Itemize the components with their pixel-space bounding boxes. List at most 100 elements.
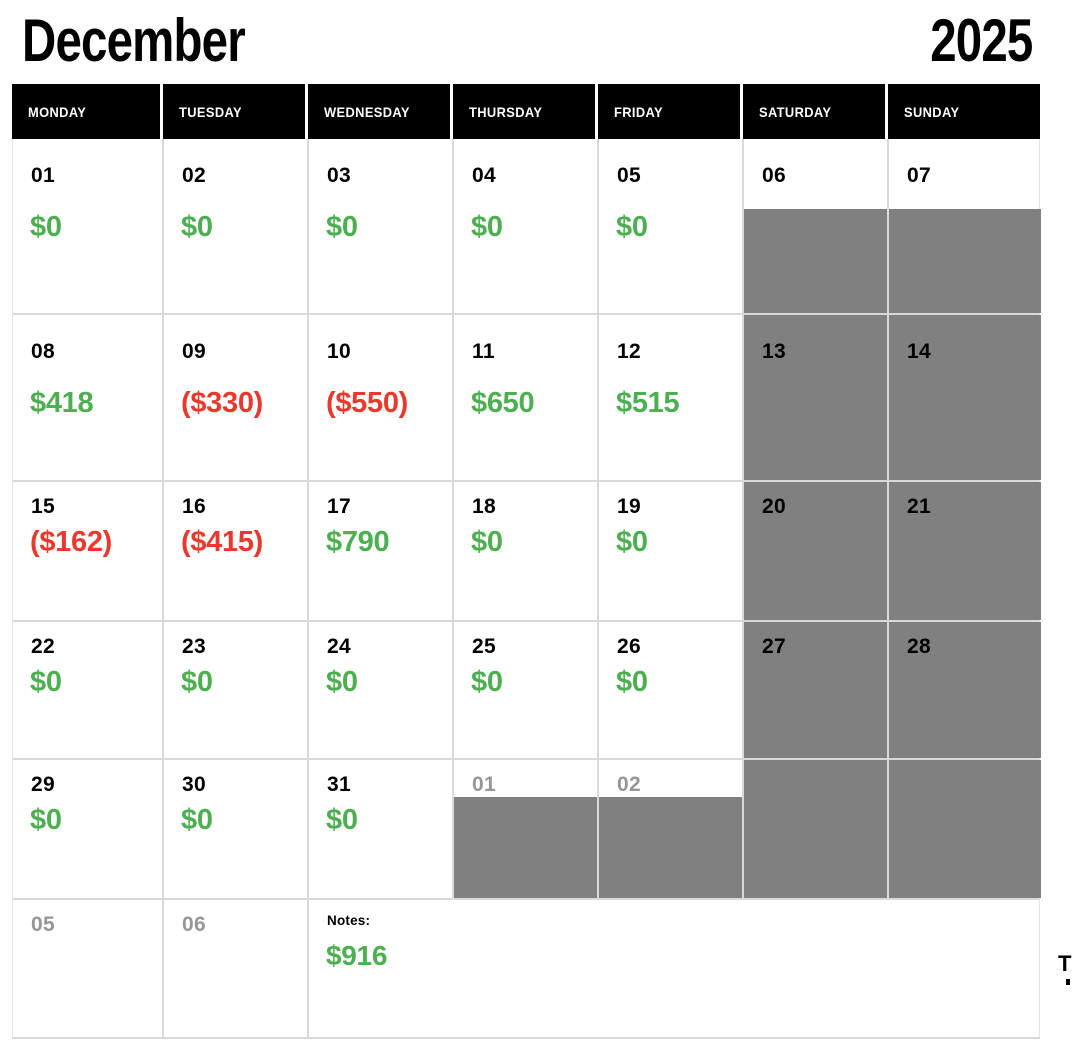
day-cell[interactable]: 10 ($550) bbox=[309, 315, 454, 480]
day-cell[interactable]: 05 bbox=[13, 900, 164, 1037]
day-value: $0 bbox=[616, 526, 648, 559]
day-cell[interactable]: 06 bbox=[164, 900, 309, 1037]
day-number: 01 bbox=[472, 773, 496, 796]
day-header-row: MONDAY TUESDAY WEDNESDAY THURSDAY FRIDAY SATU… bbox=[12, 84, 1040, 139]
day-value: $0 bbox=[616, 211, 648, 244]
week-row: 15 ($162) 16 ($415) 17 $790 18 $0 19 $0 20 21 bbox=[13, 480, 1041, 620]
day-header-label: TUESDAY bbox=[179, 103, 242, 120]
day-value: $0 bbox=[326, 804, 358, 837]
day-cell[interactable]: 23 $0 bbox=[164, 622, 309, 758]
day-cell[interactable]: 19 $0 bbox=[599, 482, 744, 620]
day-value: $0 bbox=[30, 211, 62, 244]
day-header-cell: TUESDAY bbox=[163, 84, 308, 139]
day-value: $0 bbox=[471, 666, 503, 699]
day-value: $650 bbox=[471, 387, 535, 420]
day-number: 05 bbox=[31, 913, 55, 936]
week-row: 22 $0 23 $0 24 $0 25 $0 26 $0 27 28 bbox=[13, 620, 1041, 758]
day-cell[interactable]: 01 $0 bbox=[13, 139, 164, 313]
day-value: $0 bbox=[326, 666, 358, 699]
day-value: $0 bbox=[616, 666, 648, 699]
day-number: 17 bbox=[327, 495, 351, 518]
day-number: 11 bbox=[472, 340, 495, 363]
day-number: 02 bbox=[182, 164, 206, 187]
day-cell[interactable]: 12 $515 bbox=[599, 315, 744, 480]
day-cell[interactable] bbox=[744, 760, 889, 898]
notes-cell[interactable]: Notes: $916 bbox=[309, 900, 1041, 1037]
day-number: 21 bbox=[907, 495, 931, 518]
day-number: 18 bbox=[472, 495, 496, 518]
edge-clipped-mark bbox=[1066, 979, 1070, 985]
day-number: 25 bbox=[472, 635, 496, 658]
day-number: 10 bbox=[327, 340, 351, 363]
day-cell[interactable]: 01 bbox=[454, 760, 599, 898]
day-number: 24 bbox=[327, 635, 351, 658]
day-value: $790 bbox=[326, 526, 390, 559]
day-cell[interactable] bbox=[889, 760, 1041, 898]
week-row: 05 06 Notes: $916 bbox=[13, 898, 1039, 1037]
day-value: $0 bbox=[471, 211, 503, 244]
weekend-fill-block bbox=[889, 209, 1041, 313]
day-cell[interactable]: 02 $0 bbox=[164, 139, 309, 313]
day-cell[interactable]: 21 bbox=[889, 482, 1041, 620]
day-number: 23 bbox=[182, 635, 206, 658]
day-value: ($550) bbox=[326, 387, 409, 420]
day-cell[interactable]: 06 bbox=[744, 139, 889, 313]
day-number: 05 bbox=[617, 164, 641, 187]
day-cell[interactable]: 03 $0 bbox=[309, 139, 454, 313]
day-cell[interactable]: 25 $0 bbox=[454, 622, 599, 758]
day-number: 22 bbox=[31, 635, 55, 658]
day-cell[interactable]: 14 bbox=[889, 315, 1041, 480]
month-title: December bbox=[22, 7, 246, 74]
day-number: 07 bbox=[907, 164, 931, 187]
day-number: 04 bbox=[472, 164, 496, 187]
day-cell[interactable]: 30 $0 bbox=[164, 760, 309, 898]
day-cell[interactable]: 11 $650 bbox=[454, 315, 599, 480]
day-cell[interactable]: 28 bbox=[889, 622, 1041, 758]
day-number: 31 bbox=[327, 773, 351, 796]
day-cell[interactable]: 20 bbox=[744, 482, 889, 620]
day-cell[interactable]: 17 $790 bbox=[309, 482, 454, 620]
day-number: 29 bbox=[31, 773, 55, 796]
calendar-table: MONDAY TUESDAY WEDNESDAY THURSDAY FRIDAY SATU… bbox=[12, 84, 1041, 1039]
day-cell[interactable]: 22 $0 bbox=[13, 622, 164, 758]
day-cell[interactable]: 16 ($415) bbox=[164, 482, 309, 620]
day-header-cell: MONDAY bbox=[12, 84, 163, 139]
day-cell[interactable]: 27 bbox=[744, 622, 889, 758]
day-number: 09 bbox=[182, 340, 206, 363]
day-cell[interactable]: 05 $0 bbox=[599, 139, 744, 313]
day-number: 16 bbox=[182, 495, 206, 518]
day-cell[interactable]: 08 $418 bbox=[13, 315, 164, 480]
day-number: 03 bbox=[327, 164, 351, 187]
day-header-label: SATURDAY bbox=[759, 103, 832, 120]
day-value: $0 bbox=[30, 804, 62, 837]
day-number: 30 bbox=[182, 773, 206, 796]
day-cell[interactable]: 24 $0 bbox=[309, 622, 454, 758]
week-row: 08 $418 09 ($330) 10 ($550) 11 $650 12 $515 13 14 bbox=[13, 313, 1041, 480]
day-value: $0 bbox=[181, 211, 213, 244]
weekend-fill-block bbox=[599, 797, 742, 898]
day-value: $515 bbox=[616, 387, 680, 420]
day-header-label: WEDNESDAY bbox=[324, 103, 410, 120]
day-cell[interactable]: 04 $0 bbox=[454, 139, 599, 313]
day-value: $0 bbox=[326, 211, 358, 244]
day-cell[interactable]: 18 $0 bbox=[454, 482, 599, 620]
day-header-label: FRIDAY bbox=[614, 103, 663, 120]
day-header-label: THURSDAY bbox=[469, 103, 543, 120]
day-cell[interactable]: 13 bbox=[744, 315, 889, 480]
day-header-label: MONDAY bbox=[28, 103, 87, 120]
day-cell[interactable]: 07 bbox=[889, 139, 1041, 313]
day-number: 20 bbox=[762, 495, 786, 518]
day-cell[interactable]: 09 ($330) bbox=[164, 315, 309, 480]
week-row: 29 $0 30 $0 31 $0 01 02 bbox=[13, 758, 1041, 898]
day-value: $0 bbox=[471, 526, 503, 559]
day-number: 19 bbox=[617, 495, 641, 518]
day-value: ($162) bbox=[30, 526, 113, 559]
day-cell[interactable]: 15 ($162) bbox=[13, 482, 164, 620]
calendar-weeks: 01 $0 02 $0 03 $0 04 $0 05 $0 06 07 08 $418 09 ($330) 10… bbox=[13, 139, 1041, 1037]
day-cell[interactable]: 26 $0 bbox=[599, 622, 744, 758]
day-cell[interactable]: 02 bbox=[599, 760, 744, 898]
day-cell[interactable]: 31 $0 bbox=[309, 760, 454, 898]
day-cell[interactable]: 29 $0 bbox=[13, 760, 164, 898]
day-value: $0 bbox=[181, 804, 213, 837]
